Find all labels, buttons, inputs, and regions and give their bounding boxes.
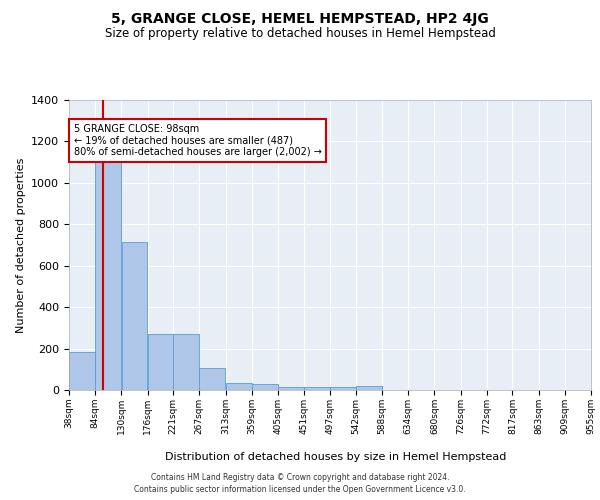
Bar bbox=[226, 383, 251, 390]
Bar bbox=[122, 242, 148, 390]
Y-axis label: Number of detached properties: Number of detached properties bbox=[16, 158, 26, 332]
Bar bbox=[331, 387, 356, 390]
Bar bbox=[278, 388, 304, 390]
Text: 5, GRANGE CLOSE, HEMEL HEMPSTEAD, HP2 4JG: 5, GRANGE CLOSE, HEMEL HEMPSTEAD, HP2 4J… bbox=[111, 12, 489, 26]
Bar bbox=[304, 387, 330, 390]
Bar bbox=[199, 368, 226, 390]
Bar bbox=[252, 384, 278, 390]
Text: Contains HM Land Registry data © Crown copyright and database right 2024.
Contai: Contains HM Land Registry data © Crown c… bbox=[134, 472, 466, 494]
Bar bbox=[148, 334, 173, 390]
Bar bbox=[356, 386, 382, 390]
Text: Distribution of detached houses by size in Hemel Hempstead: Distribution of detached houses by size … bbox=[166, 452, 506, 462]
Text: Size of property relative to detached houses in Hemel Hempstead: Size of property relative to detached ho… bbox=[104, 28, 496, 40]
Text: 5 GRANGE CLOSE: 98sqm
← 19% of detached houses are smaller (487)
80% of semi-det: 5 GRANGE CLOSE: 98sqm ← 19% of detached … bbox=[74, 124, 322, 157]
Bar bbox=[69, 352, 95, 390]
Bar bbox=[95, 152, 121, 390]
Bar bbox=[173, 334, 199, 390]
